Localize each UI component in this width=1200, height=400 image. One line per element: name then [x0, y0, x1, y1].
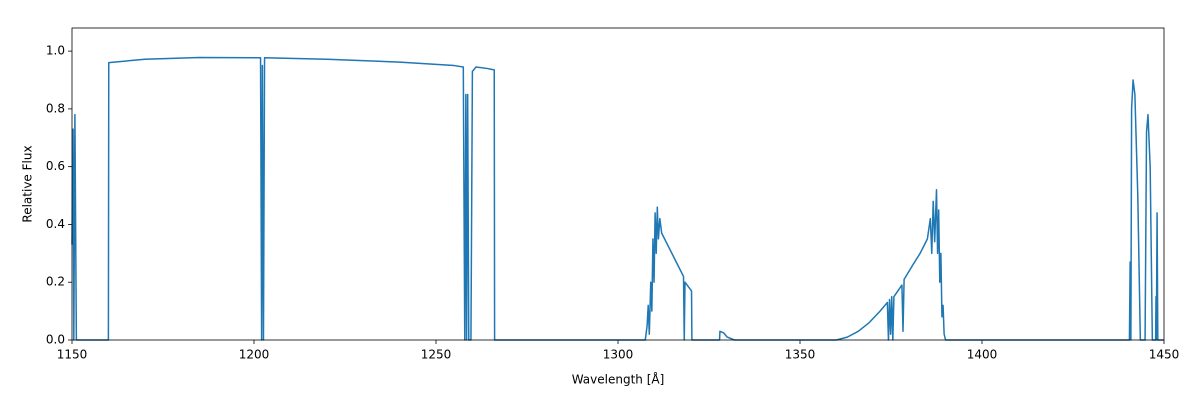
y-tick-label: 1.0 [46, 44, 65, 58]
plot-frame [71, 27, 1165, 341]
spectrum-line [71, 56, 1164, 341]
y-tick-label: 0.0 [46, 333, 65, 347]
x-tick-label: 1150 [57, 348, 88, 362]
x-tick-label: 1300 [603, 348, 634, 362]
y-tick-label: 0.2 [46, 275, 65, 289]
x-tick-label: 1250 [421, 348, 452, 362]
x-tick-label: 1350 [785, 348, 816, 362]
x-tick-label: 1400 [967, 348, 998, 362]
y-tick-label: 0.4 [46, 217, 65, 231]
y-tick-label: 0.6 [46, 159, 65, 173]
x-tick-label: 1450 [1149, 348, 1180, 362]
y-axis-label: Relative Flux [21, 145, 35, 222]
x-tick-label: 1200 [239, 348, 270, 362]
y-tick-label: 0.8 [46, 101, 65, 115]
x-axis-label: Wavelength [Å] [572, 372, 665, 387]
